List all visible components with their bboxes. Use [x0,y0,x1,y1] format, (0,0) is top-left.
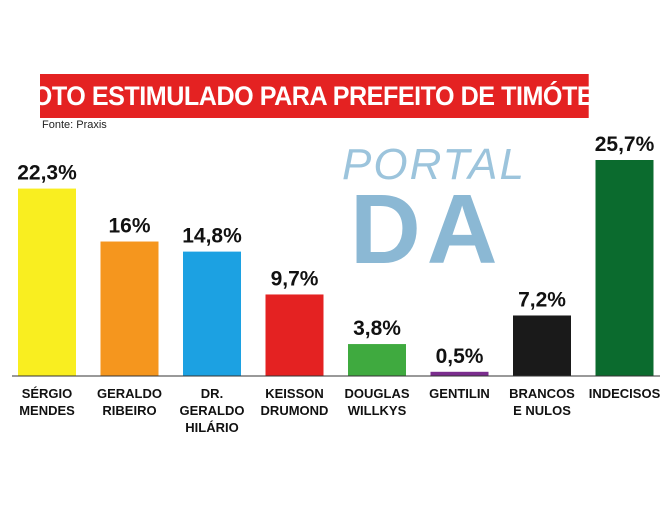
category-label-6-1: E NULOS [513,403,571,418]
category-label-4-1: WILLKYS [348,403,407,418]
category-label-2-0: DR. [201,386,223,401]
category-label-1-0: GERALDO [97,386,162,401]
category-label-0-1: MENDES [19,403,75,418]
bar-3 [265,294,324,376]
value-label-7: 25,7% [595,133,655,156]
chart-source: Fonte: Praxis [42,119,107,131]
bar-2 [183,251,241,376]
bar-7 [595,160,654,376]
category-label-3-1: DRUMOND [261,403,329,418]
category-label-1-1: RIBEIRO [102,403,156,418]
category-label-6-0: BRANCOS [509,386,575,401]
value-label-5: 0,5% [436,345,484,368]
bar-0 [18,188,76,376]
category-label-5-0: GENTILIN [429,386,490,401]
value-label-3: 9,7% [271,267,319,290]
value-label-2: 14,8% [182,225,242,248]
watermark-portal: PORTAL [342,140,526,189]
bar-6 [513,315,571,376]
value-label-0: 22,3% [17,162,77,185]
category-label-2-2: HILÁRIO [185,420,238,435]
category-label-2-1: GERALDO [180,403,245,418]
value-label-6: 7,2% [518,288,566,311]
chart-title: VOTO ESTIMULADO PARA PREFEITO DE TIMÓTEO [17,74,613,118]
category-label-3-0: KEISSON [265,386,324,401]
bar-1 [100,241,159,376]
bar-4 [348,344,406,376]
watermark-da: DA [350,174,504,284]
value-label-4: 3,8% [353,317,401,340]
bar-5 [430,371,489,376]
category-label-0-0: SÉRGIO [22,386,73,401]
category-label-4-0: DOUGLAS [345,386,410,401]
value-label-1: 16% [108,215,150,238]
category-label-7-0: INDECISOS [589,386,660,401]
